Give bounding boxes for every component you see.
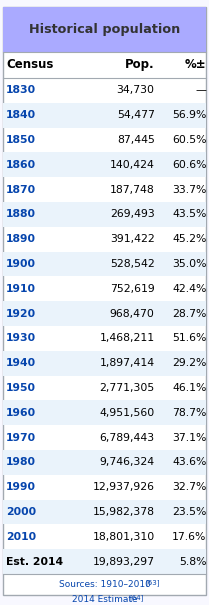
Bar <box>3 202 206 227</box>
Text: 23.5%: 23.5% <box>172 507 206 517</box>
Text: 43.6%: 43.6% <box>172 457 206 467</box>
Text: 528,542: 528,542 <box>110 259 155 269</box>
Text: [63]: [63] <box>145 579 160 586</box>
Text: 46.1%: 46.1% <box>172 383 206 393</box>
Text: Census: Census <box>6 59 54 71</box>
Text: 1,897,414: 1,897,414 <box>99 358 155 368</box>
Text: 2010: 2010 <box>6 532 36 541</box>
Text: 43.5%: 43.5% <box>172 209 206 220</box>
Bar <box>3 301 206 326</box>
Text: 1940: 1940 <box>6 358 36 368</box>
Text: 1950: 1950 <box>6 383 36 393</box>
Text: Est. 2014: Est. 2014 <box>6 557 63 566</box>
Text: 752,619: 752,619 <box>110 284 155 294</box>
Text: 12,937,926: 12,937,926 <box>93 482 155 492</box>
Text: 1,468,211: 1,468,211 <box>99 333 155 344</box>
Text: 9,746,324: 9,746,324 <box>99 457 155 467</box>
Text: 87,445: 87,445 <box>117 135 155 145</box>
Text: [64]: [64] <box>129 594 144 601</box>
Text: 140,424: 140,424 <box>110 160 155 170</box>
Bar <box>3 401 206 425</box>
Text: 1990: 1990 <box>6 482 36 492</box>
Text: 18,801,310: 18,801,310 <box>92 532 155 541</box>
Text: 60.5%: 60.5% <box>172 135 206 145</box>
Text: 1850: 1850 <box>6 135 36 145</box>
Text: 28.7%: 28.7% <box>172 309 206 319</box>
Text: 37.1%: 37.1% <box>172 433 206 442</box>
Text: —: — <box>196 85 206 96</box>
Bar <box>3 500 206 525</box>
Text: 1870: 1870 <box>6 185 36 195</box>
Text: 1960: 1960 <box>6 408 36 417</box>
Text: 19,893,297: 19,893,297 <box>93 557 155 566</box>
Bar <box>3 450 206 475</box>
Text: 1900: 1900 <box>6 259 36 269</box>
Bar <box>3 7 206 52</box>
Text: 35.0%: 35.0% <box>172 259 206 269</box>
Text: Sources: 1910–2010: Sources: 1910–2010 <box>59 580 150 589</box>
Text: 51.6%: 51.6% <box>172 333 206 344</box>
Bar <box>3 549 206 574</box>
Text: 2,771,305: 2,771,305 <box>99 383 155 393</box>
Text: 1880: 1880 <box>6 209 36 220</box>
Text: 54,477: 54,477 <box>117 110 155 120</box>
Text: 4,951,560: 4,951,560 <box>99 408 155 417</box>
Text: 42.4%: 42.4% <box>172 284 206 294</box>
Text: 32.7%: 32.7% <box>172 482 206 492</box>
Text: 33.7%: 33.7% <box>172 185 206 195</box>
Text: 269,493: 269,493 <box>110 209 155 220</box>
Text: 60.6%: 60.6% <box>172 160 206 170</box>
Text: 2000: 2000 <box>6 507 36 517</box>
Bar <box>3 152 206 177</box>
Bar <box>3 103 206 128</box>
Text: 1890: 1890 <box>6 234 36 244</box>
Bar <box>3 252 206 276</box>
Text: 6,789,443: 6,789,443 <box>99 433 155 442</box>
Text: 1970: 1970 <box>6 433 36 442</box>
Bar <box>3 351 206 376</box>
Text: 391,422: 391,422 <box>110 234 155 244</box>
Text: 187,748: 187,748 <box>110 185 155 195</box>
Text: 45.2%: 45.2% <box>172 234 206 244</box>
Text: 78.7%: 78.7% <box>172 408 206 417</box>
Text: %±: %± <box>185 59 206 71</box>
Text: 1980: 1980 <box>6 457 36 467</box>
Text: Pop.: Pop. <box>125 59 155 71</box>
Text: 968,470: 968,470 <box>110 309 155 319</box>
Text: 1830: 1830 <box>6 85 36 96</box>
Text: 1920: 1920 <box>6 309 36 319</box>
Text: 56.9%: 56.9% <box>172 110 206 120</box>
Text: 29.2%: 29.2% <box>172 358 206 368</box>
Text: Historical population: Historical population <box>29 23 180 36</box>
Text: 1860: 1860 <box>6 160 36 170</box>
Text: 5.8%: 5.8% <box>179 557 206 566</box>
Text: 15,982,378: 15,982,378 <box>93 507 155 517</box>
Text: 1840: 1840 <box>6 110 36 120</box>
Text: 1910: 1910 <box>6 284 36 294</box>
Text: 1930: 1930 <box>6 333 36 344</box>
Text: 17.6%: 17.6% <box>172 532 206 541</box>
Text: 34,730: 34,730 <box>117 85 155 96</box>
Text: 2014 Estimate: 2014 Estimate <box>72 595 137 604</box>
